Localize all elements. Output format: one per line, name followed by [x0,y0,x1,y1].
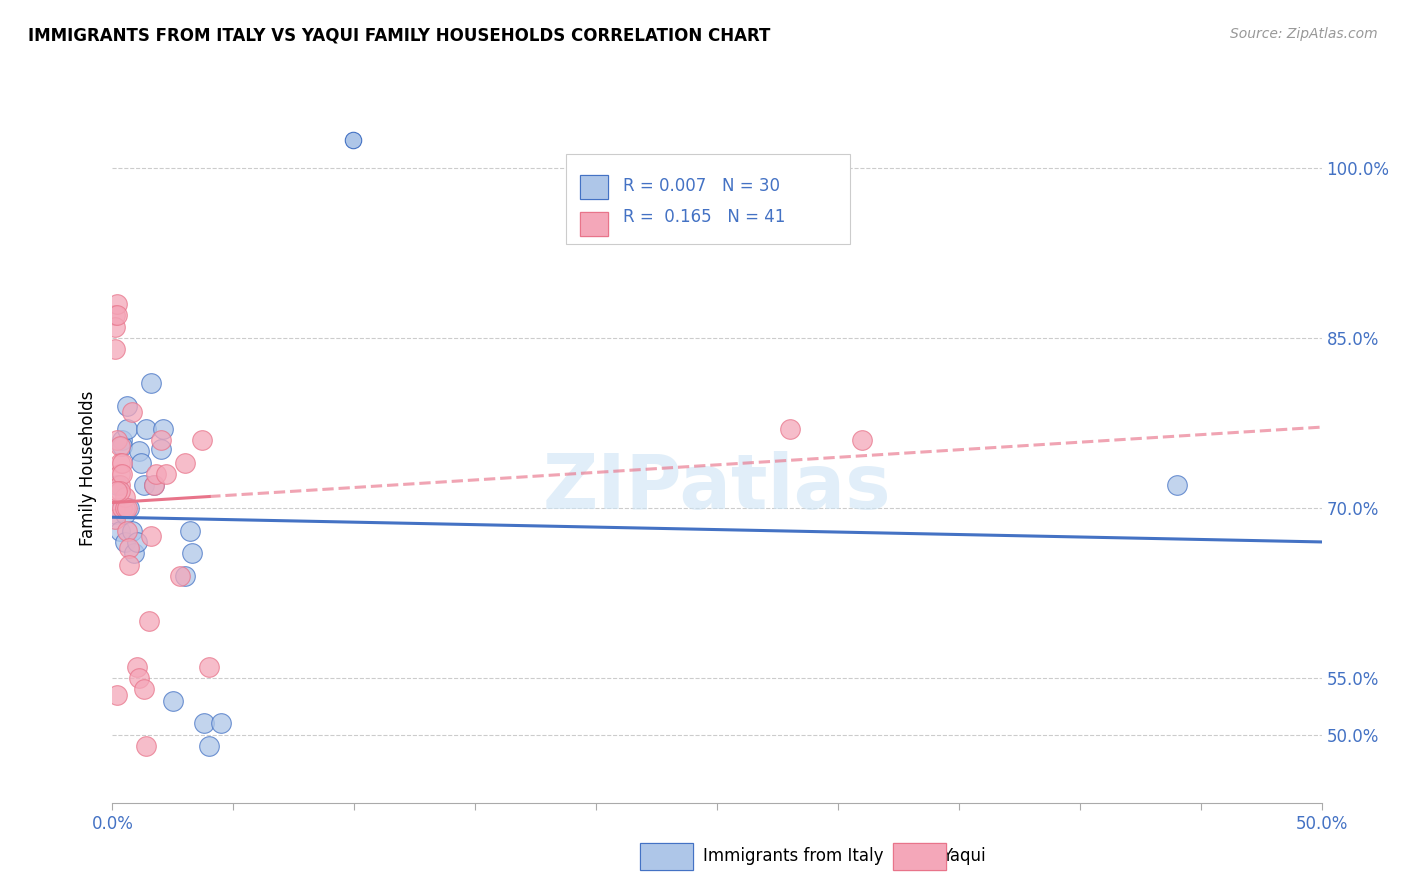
Point [125,535,148,549]
Point [121,524,143,538]
Point [142,478,165,492]
Point [1166,478,1188,492]
Y-axis label: Family Households: Family Households [79,391,97,546]
Point [152,422,174,436]
Point [121,404,143,418]
Point [108,467,131,481]
Point [104,512,127,526]
Point [135,422,157,436]
Point [174,456,197,470]
Point [132,478,155,492]
Point [145,467,167,481]
Point [142,478,165,492]
Point [779,422,801,436]
Text: R = 0.007   N = 30: R = 0.007 N = 30 [623,177,780,195]
Point [108,439,131,453]
Point [128,444,150,458]
Point [114,500,136,515]
Point [115,524,138,538]
Point [125,659,148,673]
Point [122,546,145,560]
Point [104,308,127,322]
Point [135,739,157,753]
Point [131,456,153,470]
Point [128,671,150,685]
Point [105,483,128,498]
Point [111,439,134,453]
Point [104,319,127,334]
Point [198,659,221,673]
Point [149,442,172,456]
Point [105,478,128,492]
Bar [581,212,607,236]
Point [209,716,232,731]
Bar [581,175,607,200]
Point [169,569,191,583]
Point [104,507,127,521]
Point [108,524,131,538]
Point [104,343,127,357]
Point [181,546,204,560]
Point [105,433,128,447]
Point [105,308,128,322]
Point [193,716,215,731]
Point [111,433,134,447]
FancyBboxPatch shape [565,154,851,244]
Text: ZIPatlas: ZIPatlas [543,451,891,525]
Point [115,500,138,515]
Text: IMMIGRANTS FROM ITALY VS YAQUI FAMILY HOUSEHOLDS CORRELATION CHART: IMMIGRANTS FROM ITALY VS YAQUI FAMILY HO… [28,27,770,45]
Point [118,500,141,515]
Point [114,507,136,521]
Point [138,615,160,629]
Point [155,467,177,481]
Point [141,376,163,391]
Point [132,682,155,697]
Point [115,422,138,436]
Point [141,529,163,543]
Point [105,297,128,311]
Point [114,490,136,504]
Point [582,172,605,186]
Point [108,500,131,515]
Bar [581,175,607,200]
Point [108,483,131,498]
Text: R =  0.165   N = 41: R = 0.165 N = 41 [623,209,785,227]
Text: Source: ZipAtlas.com: Source: ZipAtlas.com [1230,27,1378,41]
Point [108,478,131,492]
Point [111,456,134,470]
Point [118,558,141,572]
Point [105,688,128,702]
Point [111,467,134,481]
Point [174,569,197,583]
Point [115,399,138,413]
Bar [581,212,607,236]
Point [149,433,172,447]
Point [114,535,136,549]
Text: Immigrants from Italy: Immigrants from Italy [703,847,883,865]
Text: Yaqui: Yaqui [942,847,986,865]
Point [162,694,184,708]
Point [108,456,131,470]
Point [104,500,127,515]
Point [111,500,134,515]
Point [198,739,221,753]
Point [179,524,201,538]
Point [118,541,141,555]
Point [191,433,214,447]
Point [851,433,873,447]
